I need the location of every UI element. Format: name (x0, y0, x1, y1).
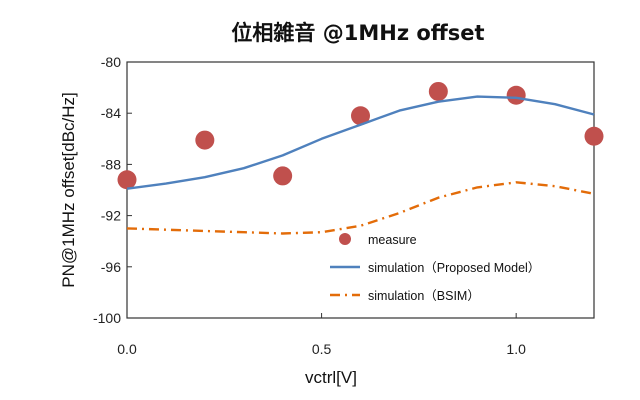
y-tick-label: -100 (93, 310, 121, 326)
x-tick-label: 1.0 (506, 341, 526, 357)
legend-label: measure (368, 233, 417, 247)
measure-point (195, 130, 215, 150)
x-axis-title: vctrl[V] (305, 368, 357, 387)
plot-area (126, 61, 595, 319)
y-tick-label: -88 (101, 156, 121, 172)
y-tick-label: -84 (101, 105, 121, 121)
chart-title: 位相雑音 @1MHz offset (231, 21, 484, 45)
x-tick-label: 0.5 (312, 341, 332, 357)
measure-point (506, 85, 526, 105)
legend: measure simulation（Proposed Model） simulat… (330, 233, 540, 303)
legend-label: simulation（BSIM） (368, 289, 480, 303)
measure-point (428, 81, 448, 101)
series-layer (117, 81, 604, 235)
proposed-model-line (126, 95, 595, 190)
legend-label: simulation（Proposed Model） (368, 261, 540, 275)
y-tick-label: -80 (101, 54, 121, 70)
y-axis-title: PN@1MHz offset[dBc/Hz] (59, 92, 78, 288)
y-tick-label: -96 (101, 259, 121, 275)
measure-point (351, 106, 370, 126)
measure-point (273, 166, 293, 186)
measure-point (584, 126, 604, 146)
x-tick-label: 0.0 (117, 341, 137, 357)
measure-point (117, 170, 137, 190)
y-tick-label: -92 (101, 208, 121, 224)
bsim-line (126, 181, 595, 235)
legend-marker-measure (339, 233, 351, 245)
axis-ticks: -80 -84 -88 -92 -96 -100 0.0 0.5 1.0 (93, 54, 526, 357)
